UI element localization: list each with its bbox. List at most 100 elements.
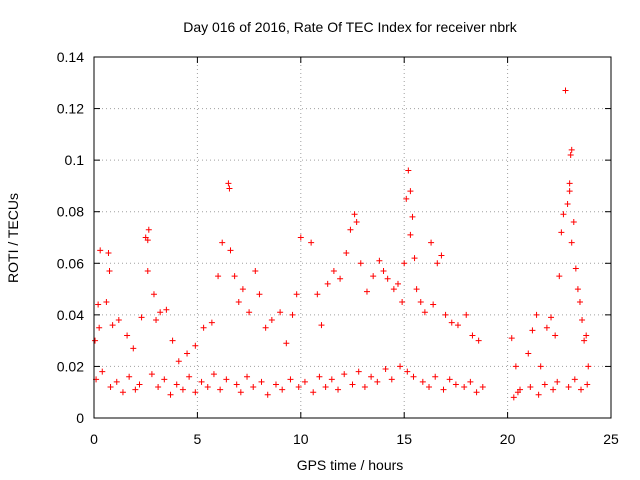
data-point (144, 268, 151, 275)
data-point (283, 340, 290, 347)
data-point (233, 381, 240, 388)
data-point (167, 391, 174, 398)
data-point (567, 151, 574, 158)
data-point (533, 311, 540, 318)
data-point (246, 309, 253, 316)
data-point (426, 384, 433, 391)
data-point (467, 378, 474, 385)
data-point (421, 309, 428, 316)
data-point (235, 298, 242, 305)
data-point (268, 317, 275, 324)
data-point (419, 378, 426, 385)
data-point (330, 268, 337, 275)
data-point (562, 87, 569, 94)
data-point (239, 286, 246, 293)
data-point (258, 378, 265, 385)
data-point (145, 226, 152, 233)
data-point (388, 376, 395, 383)
data-point (192, 342, 199, 349)
data-point (144, 237, 151, 244)
data-point (440, 386, 447, 393)
data-point (438, 252, 445, 259)
data-point (404, 368, 411, 375)
data-point (192, 389, 199, 396)
data-point (341, 371, 348, 378)
data-point (565, 384, 572, 391)
data-point (264, 391, 271, 398)
data-point (584, 381, 591, 388)
data-point (517, 386, 524, 393)
data-point (119, 389, 126, 396)
data-point (138, 314, 145, 321)
data-point (355, 368, 362, 375)
x-tick-label: 0 (90, 431, 98, 447)
x-axis-title: GPS time / hours (297, 457, 404, 473)
data-point (204, 384, 211, 391)
data-point (548, 314, 555, 321)
data-point (244, 373, 251, 380)
data-point (106, 268, 113, 275)
data-point (105, 249, 112, 256)
data-point (411, 255, 418, 262)
data-point (163, 306, 170, 313)
data-point (357, 260, 364, 267)
data-point (510, 394, 517, 401)
data-point (318, 322, 325, 329)
data-point (328, 376, 335, 383)
data-point (349, 381, 356, 388)
data-point (107, 384, 114, 391)
data-point (272, 381, 279, 388)
data-point (210, 371, 217, 378)
data-point (434, 260, 441, 267)
data-point (566, 188, 573, 195)
data-point (370, 273, 377, 280)
data-point (578, 386, 585, 393)
data-point (574, 286, 581, 293)
data-point (554, 378, 561, 385)
plot-frame (93, 56, 612, 419)
data-point (226, 185, 233, 192)
data-point (537, 363, 544, 370)
data-point (179, 386, 186, 393)
data-point (384, 275, 391, 282)
data-point (374, 378, 381, 385)
data-point (583, 332, 590, 339)
data-point (124, 332, 131, 339)
data-point (200, 324, 207, 331)
data-point (461, 384, 468, 391)
x-tick-label: 5 (194, 431, 202, 447)
data-point (564, 200, 571, 207)
data-point (454, 322, 461, 329)
data-point (301, 378, 308, 385)
data-point (231, 273, 238, 280)
data-point (479, 384, 486, 391)
y-tick-labels: 0 0.02 0.04 0.06 0.08 0.1 0.12 0.14 (57, 49, 84, 426)
data-point (552, 332, 559, 339)
data-point (148, 371, 155, 378)
data-point (368, 373, 375, 380)
data-point (250, 384, 257, 391)
data-point (417, 298, 424, 305)
data-point (277, 309, 284, 316)
data-point (432, 373, 439, 380)
data-point (126, 373, 133, 380)
data-point (541, 381, 548, 388)
data-point (585, 363, 592, 370)
data-point (297, 234, 304, 241)
grid-lines (94, 57, 611, 418)
data-point (529, 327, 536, 334)
data-point (397, 363, 404, 370)
y-tick-label: 0.1 (65, 152, 85, 168)
data-point (566, 180, 573, 187)
data-point (570, 219, 577, 226)
data-point (324, 280, 331, 287)
data-point (442, 311, 449, 318)
data-point (543, 324, 550, 331)
x-tick-label: 20 (500, 431, 516, 447)
data-point (568, 146, 575, 153)
data-point (463, 311, 470, 318)
data-point (113, 378, 120, 385)
data-point (287, 376, 294, 383)
data-point (237, 389, 244, 396)
y-tick-label: 0.04 (57, 307, 84, 323)
